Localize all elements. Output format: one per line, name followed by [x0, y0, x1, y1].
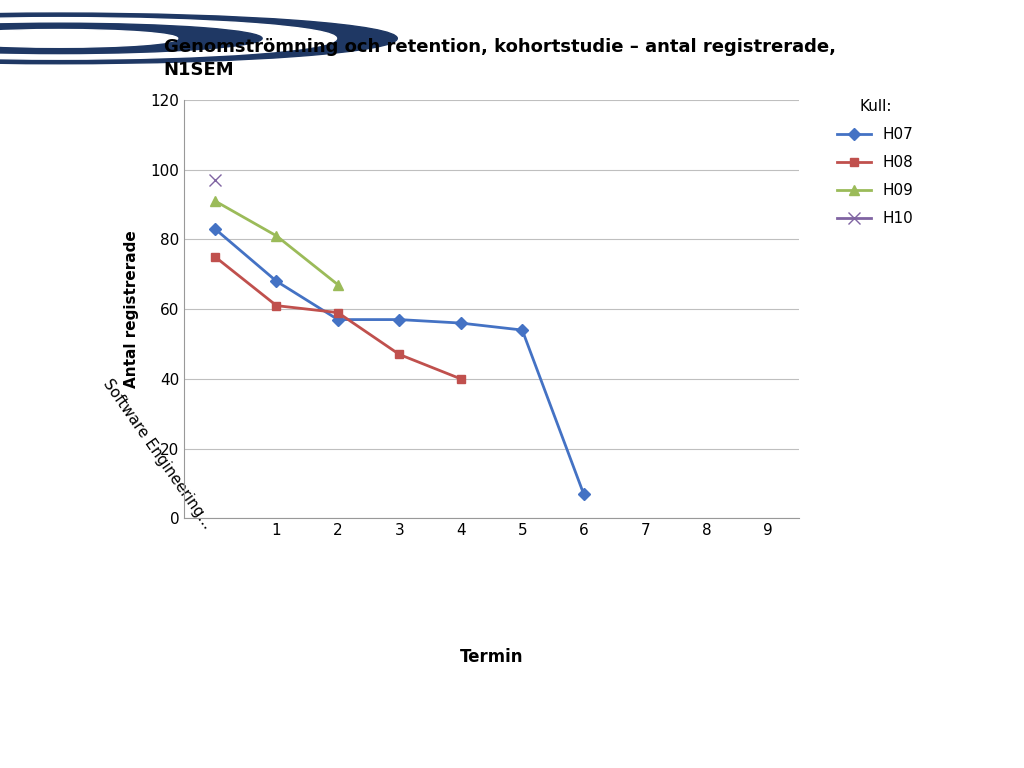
H07: [393, 315, 406, 324]
Text: Katarina Borne: Katarina Borne: [451, 733, 544, 746]
H07: [270, 276, 283, 286]
Text: Avdelningen för analys och utvärdering: Avdelningen för analys och utvärdering: [15, 733, 262, 746]
H07: [578, 489, 590, 498]
Text: GÖTEBORGS UNIVERSITET: GÖTEBORGS UNIVERSITET: [111, 29, 349, 48]
H09: [270, 231, 283, 240]
H09: [332, 280, 344, 290]
Circle shape: [0, 18, 337, 59]
H08: [332, 308, 344, 317]
Text: www.gu.se: www.gu.se: [901, 733, 969, 746]
H08: [209, 252, 221, 261]
Text: Genomströmning och retention, kohortstudie – antal registrerade,: Genomströmning och retention, kohortstud…: [164, 38, 836, 56]
Line: H09: H09: [210, 196, 343, 290]
Text: 2019-01-17: 2019-01-17: [727, 733, 800, 746]
H08: [270, 301, 283, 310]
Text: Termin: Termin: [460, 647, 523, 666]
Circle shape: [0, 13, 397, 64]
H07: [209, 224, 221, 233]
H09: [209, 197, 221, 206]
H08: [455, 374, 467, 383]
H07: [455, 319, 467, 328]
Line: H08: H08: [211, 253, 465, 383]
Circle shape: [0, 23, 262, 54]
Circle shape: [0, 29, 178, 48]
Text: N1SEM: N1SEM: [164, 61, 234, 79]
Legend: H07, H08, H09, H10: H07, H08, H09, H10: [837, 99, 913, 226]
H08: [393, 350, 406, 359]
H07: [516, 326, 528, 335]
Y-axis label: Antal registrerade: Antal registrerade: [125, 230, 139, 388]
Line: H07: H07: [211, 225, 588, 498]
H07: [332, 315, 344, 324]
